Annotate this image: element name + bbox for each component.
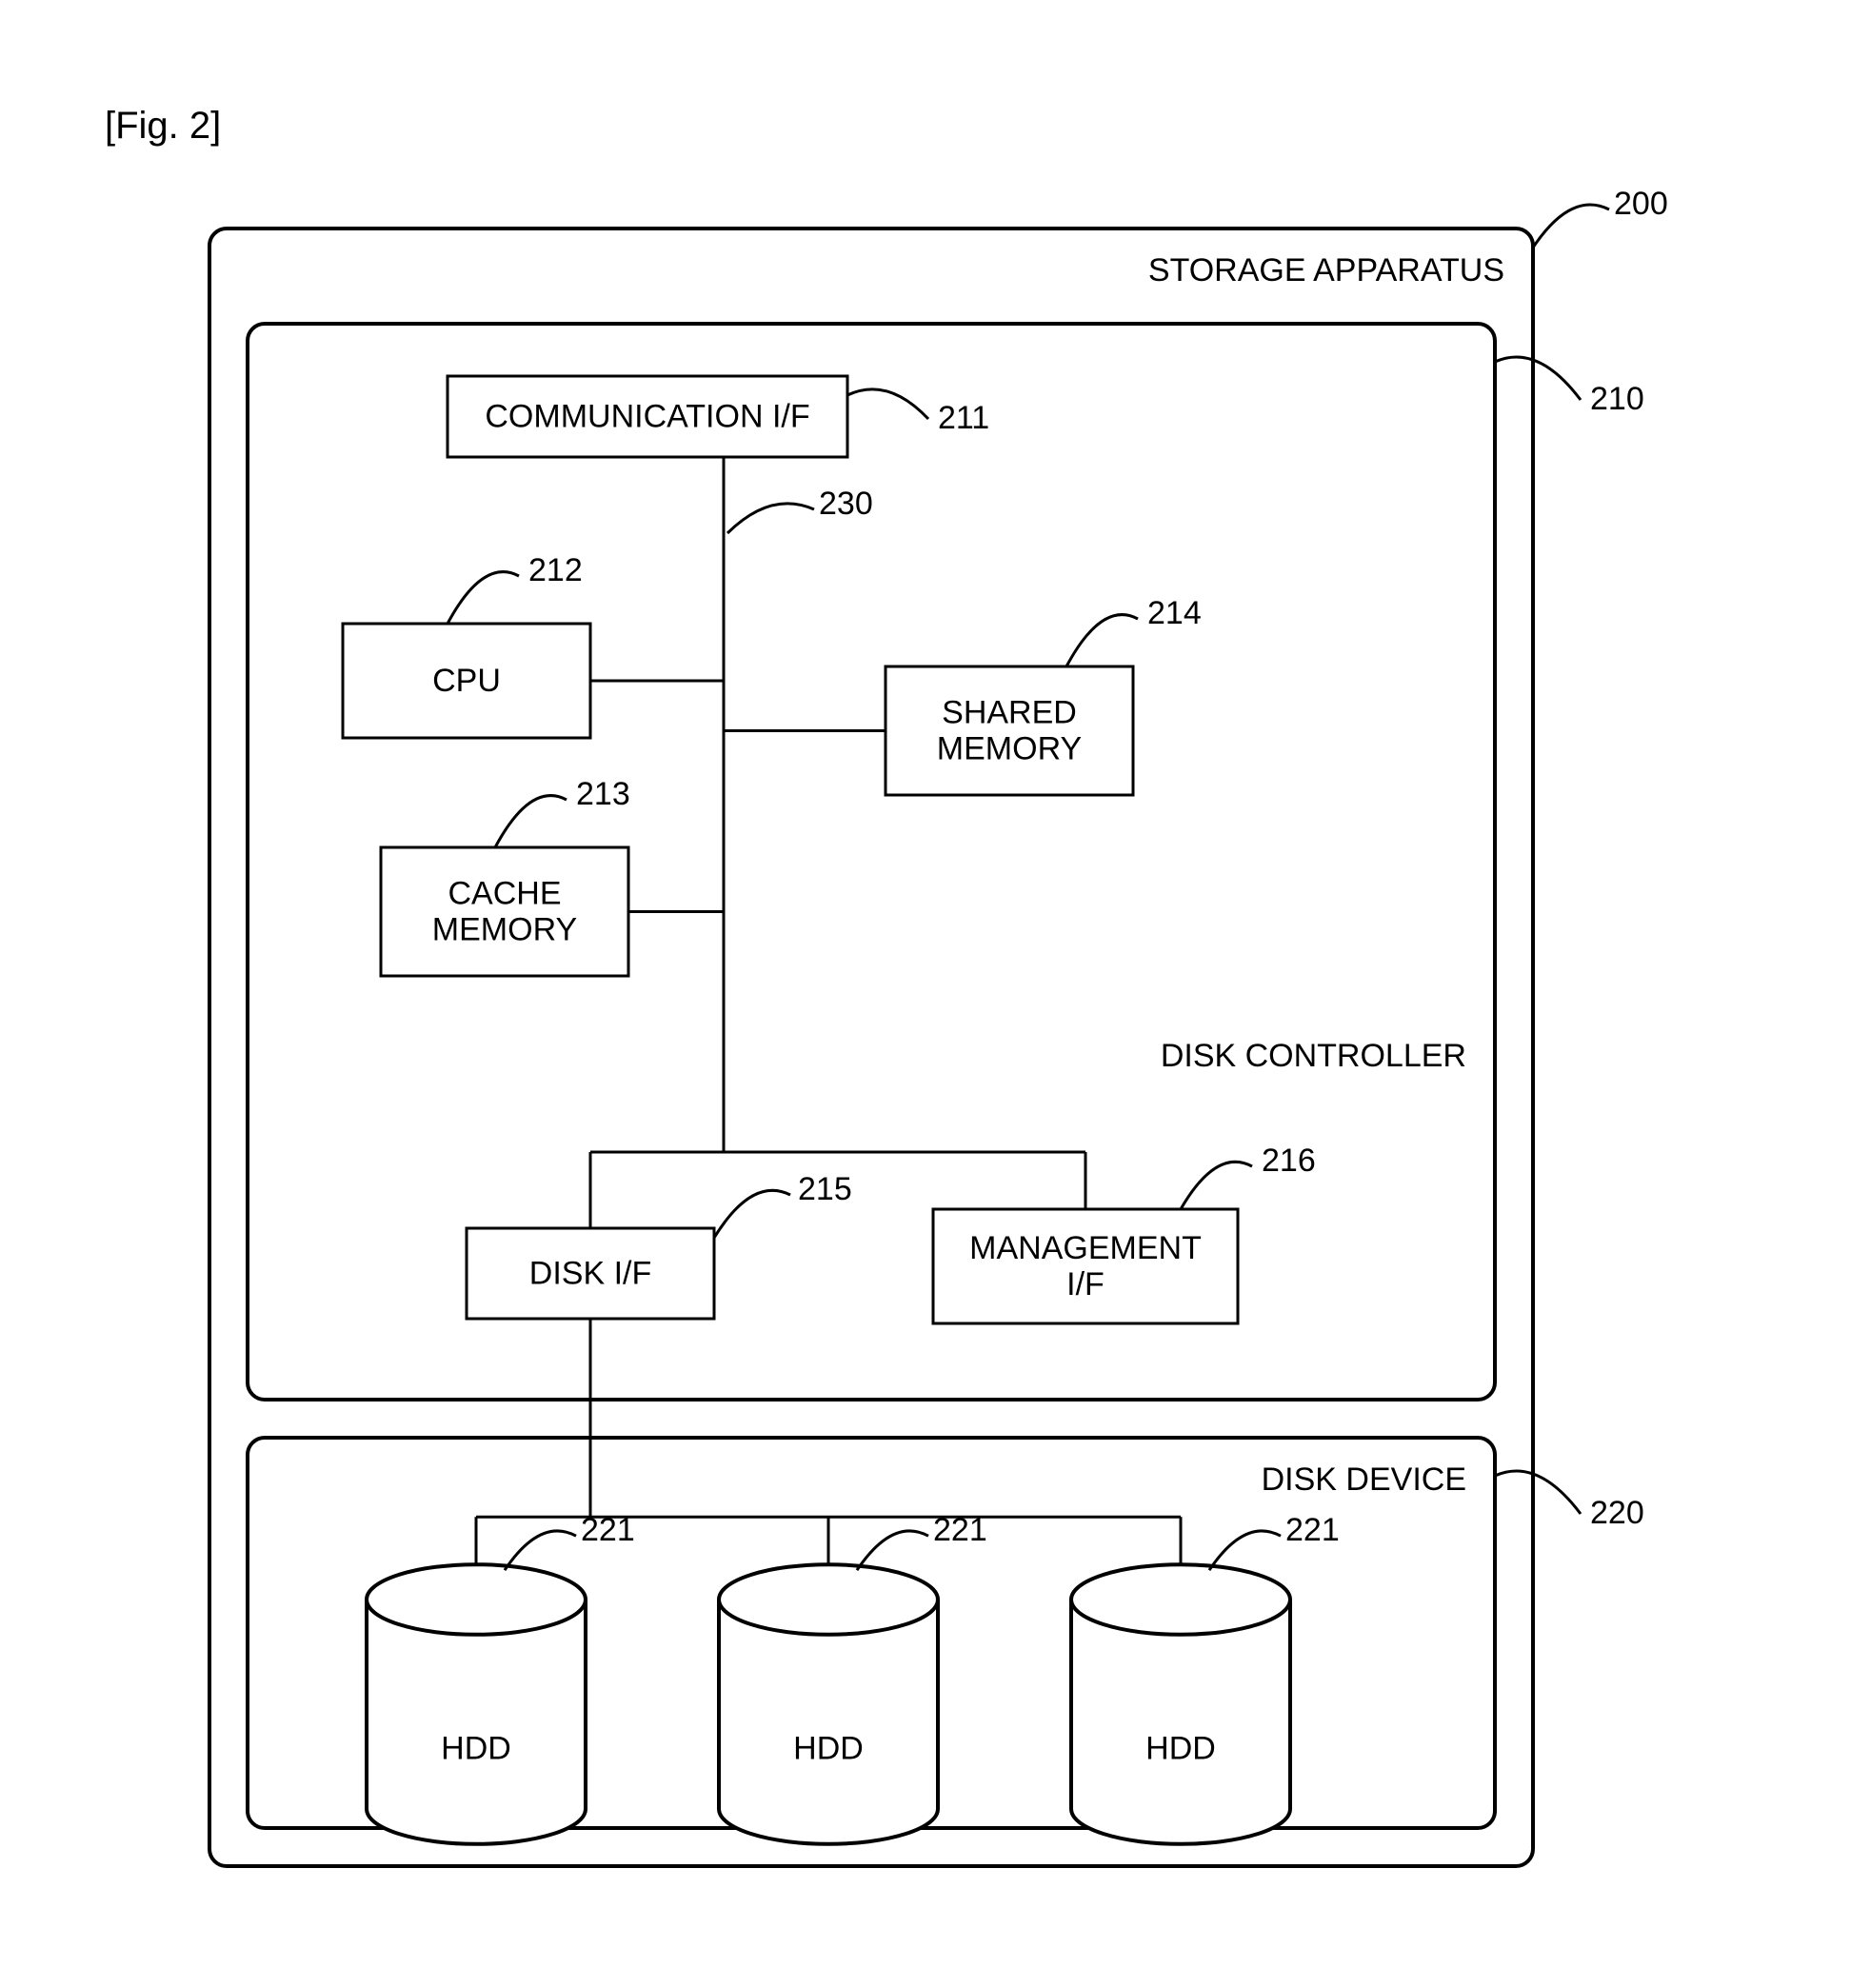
- svg-text:STORAGE APPARATUS: STORAGE APPARATUS: [1148, 252, 1504, 288]
- svg-text:200: 200: [1614, 186, 1668, 222]
- svg-text:230: 230: [819, 486, 873, 522]
- svg-text:221: 221: [1285, 1512, 1340, 1548]
- svg-text:COMMUNICATION I/F: COMMUNICATION I/F: [485, 398, 809, 434]
- svg-text:221: 221: [581, 1512, 635, 1548]
- svg-text:220: 220: [1590, 1495, 1644, 1531]
- svg-text:CPU: CPU: [432, 663, 501, 699]
- svg-text:HDD: HDD: [1145, 1730, 1216, 1766]
- svg-text:216: 216: [1262, 1143, 1316, 1179]
- svg-text:DISK DEVICE: DISK DEVICE: [1262, 1461, 1466, 1498]
- svg-text:214: 214: [1147, 595, 1202, 631]
- svg-text:HDD: HDD: [793, 1730, 864, 1766]
- svg-text:215: 215: [798, 1171, 852, 1207]
- svg-text:[Fig. 2]: [Fig. 2]: [105, 105, 221, 147]
- svg-text:211: 211: [938, 400, 989, 436]
- svg-text:MANAGEMENTI/F: MANAGEMENTI/F: [969, 1230, 1202, 1302]
- svg-text:213: 213: [576, 776, 630, 812]
- svg-text:DISK CONTROLLER: DISK CONTROLLER: [1161, 1038, 1466, 1074]
- svg-text:HDD: HDD: [441, 1730, 511, 1766]
- svg-text:CACHEMEMORY: CACHEMEMORY: [432, 875, 577, 947]
- svg-text:DISK I/F: DISK I/F: [529, 1255, 651, 1291]
- svg-text:221: 221: [933, 1512, 987, 1548]
- svg-text:SHAREDMEMORY: SHAREDMEMORY: [937, 694, 1082, 766]
- svg-text:210: 210: [1590, 381, 1644, 417]
- svg-text:212: 212: [528, 552, 583, 588]
